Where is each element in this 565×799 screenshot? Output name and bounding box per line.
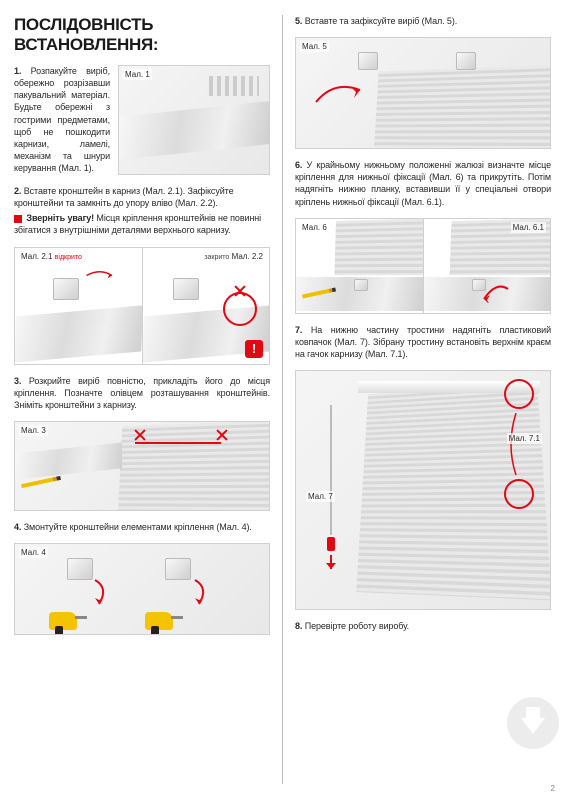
step-3-body: Розкрийте виріб повністю, прикладіть йог… <box>14 376 270 410</box>
fig71-circle2-icon <box>504 479 534 509</box>
step-7: 7. На нижню частину тростини надягніть п… <box>295 324 551 360</box>
page-title: ПОСЛІДОВНІСТЬ ВСТАНОВЛЕННЯ: <box>14 15 270 55</box>
figure-6-label: Мал. 6 <box>300 222 329 233</box>
step-5-text: 5. Вставте та зафіксуйте виріб (Мал. 5). <box>295 15 551 27</box>
step-2: 2. Вставте кронштейн в карниз (Мал. 2.1)… <box>14 185 270 237</box>
figure-6-1: Мал. 6.1 <box>424 218 552 314</box>
figure-2-2: закрито Мал. 2.2 ! <box>143 247 271 365</box>
fig3-cross1-icon <box>133 428 147 442</box>
fig7-wand-arrow-icon <box>324 555 338 575</box>
figure-2-2-label: закрито Мал. 2.2 <box>202 251 265 262</box>
fig4-drill1-icon <box>49 602 89 630</box>
step-8-body: Перевірте роботу виробу. <box>305 621 409 631</box>
fig3-dim-line <box>135 442 221 444</box>
fig4-bracket2 <box>165 558 191 580</box>
fig4-drill2-icon <box>145 602 185 630</box>
page-number: 2 <box>551 784 555 793</box>
step-3-num: 3. <box>14 376 21 386</box>
fig7-wand-cap-icon <box>327 537 335 551</box>
fig3-cross2-icon <box>215 428 229 442</box>
figure-7-1-label: Мал. 7.1 <box>507 433 542 444</box>
figure-6-1-label: Мал. 6.1 <box>511 222 546 233</box>
figure-6-split: Мал. 6 Мал. 6.1 <box>295 218 551 314</box>
figure-2-1-label: Мал. 2.1 відкрито <box>19 251 84 262</box>
step-5-num: 5. <box>295 16 302 26</box>
step-4: 4. Змонтуйте кронштейни елементами кріпл… <box>14 521 270 533</box>
fig6-clip <box>354 279 368 291</box>
step-1: 1. Розпакуйте виріб, обережно розрізавши… <box>14 65 270 175</box>
fig22-cross-icon <box>233 284 247 298</box>
figure-1-parts <box>209 76 259 96</box>
fig7-wand-icon <box>330 405 332 535</box>
step-2-warn-label: Зверніть увагу! <box>26 213 94 223</box>
fig5-blinds <box>374 65 551 149</box>
fig21-arrow-icon <box>85 268 115 283</box>
fig71-circle1-icon <box>504 379 534 409</box>
step-6: 6. У крайньому нижньому положенні жалюзі… <box>295 159 551 208</box>
step-7-text: 7. На нижню частину тростини надягніть п… <box>295 324 551 360</box>
step-1-num: 1. <box>14 66 21 76</box>
step-1-body: Розпакуйте виріб, обережно розрізавши па… <box>14 66 110 173</box>
step-2-text: 2. Вставте кронштейн в карниз (Мал. 2.1)… <box>14 185 270 209</box>
fig3-rail <box>15 443 122 481</box>
figure-3: Мал. 3 <box>14 421 270 511</box>
fig5-bracket1 <box>358 52 378 70</box>
figure-6: Мал. 6 <box>295 218 424 314</box>
fig21-bracket <box>53 278 79 300</box>
step-4-num: 4. <box>14 522 21 532</box>
step-5-body: Вставте та зафіксуйте виріб (Мал. 5). <box>305 16 457 26</box>
step-7-num: 7. <box>295 325 302 335</box>
fig21-rail <box>14 306 142 364</box>
step-2-body: Вставте кронштейн в карниз (Мал. 2.1). З… <box>14 186 233 208</box>
figure-2-1: Мал. 2.1 відкрито <box>14 247 143 365</box>
figure-4: Мал. 4 <box>14 543 270 635</box>
step-2-warning: Зверніть увагу! Місця кріплення кронштей… <box>14 212 270 236</box>
step-4-text: 4. Змонтуйте кронштейни елементами кріпл… <box>14 521 270 533</box>
step-6-body: У крайньому нижньому положенні жалюзі ви… <box>295 160 551 206</box>
fig4-bracket1 <box>67 558 93 580</box>
step-4-body: Змонтуйте кронштейни елементами кріпленн… <box>24 522 252 532</box>
step-7-body: На нижню частину тростини надягніть плас… <box>295 325 551 359</box>
figure-5: Мал. 5 <box>295 37 551 149</box>
figure-1: Мал. 1 <box>118 65 270 175</box>
step-2-num: 2. <box>14 186 21 196</box>
figure-5-label: Мал. 5 <box>300 41 329 52</box>
fig6-blinds <box>334 218 423 275</box>
step-8-text: 8. Перевірте роботу виробу. <box>295 620 551 632</box>
fig4-arrow1-icon <box>91 578 111 608</box>
step-6-num: 6. <box>295 160 302 170</box>
step-5: 5. Вставте та зафіксуйте виріб (Мал. 5). <box>295 15 551 27</box>
fig71-link-arrow-icon <box>508 413 524 477</box>
step-6-text: 6. У крайньому нижньому положенні жалюзі… <box>295 159 551 208</box>
step-3: 3. Розкрийте виріб повністю, прикладіть … <box>14 375 270 411</box>
watermark-download-icon <box>507 697 559 749</box>
figure-1-label: Мал. 1 <box>123 69 152 80</box>
fig61-arrow-icon <box>482 279 512 303</box>
step-1-text: 1. Розпакуйте виріб, обережно розрізавши… <box>14 65 110 174</box>
figure-3-label: Мал. 3 <box>19 425 48 436</box>
fig22-warn-badge: ! <box>245 340 263 358</box>
figure-7-label: Мал. 7 <box>306 491 335 502</box>
figure-7: Мал. 7 Мал. 7.1 <box>295 370 551 610</box>
fig4-arrow2-icon <box>191 578 211 608</box>
fig22-bracket <box>173 278 199 300</box>
warning-square-icon <box>14 215 22 223</box>
left-column: ПОСЛІДОВНІСТЬ ВСТАНОВЛЕННЯ: 1. Розпакуйт… <box>0 0 282 799</box>
step-3-text: 3. Розкрийте виріб повністю, прикладіть … <box>14 375 270 411</box>
step-8-num: 8. <box>295 621 302 631</box>
figure-2-split: Мал. 2.1 відкрито закрито Мал. 2.2 ! <box>14 247 270 365</box>
step-8: 8. Перевірте роботу виробу. <box>295 620 551 632</box>
fig5-bracket2 <box>456 52 476 70</box>
figure-4-label: Мал. 4 <box>19 547 48 558</box>
right-column: 5. Вставте та зафіксуйте виріб (Мал. 5).… <box>283 0 565 799</box>
figure-1-illustration <box>119 101 269 160</box>
fig5-arrow-icon <box>314 78 364 106</box>
